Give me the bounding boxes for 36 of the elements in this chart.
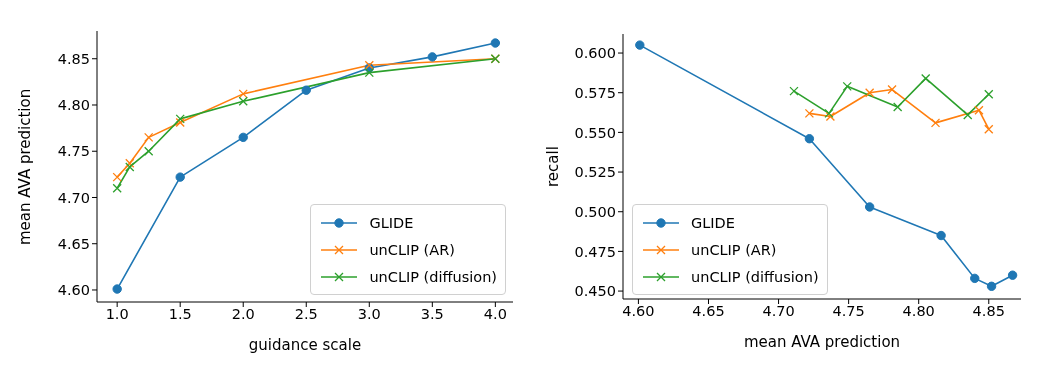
- x-tick-label: 1.5: [168, 306, 192, 323]
- x-tick-label: 4.0: [483, 306, 507, 323]
- x-tick-label: 4.65: [692, 303, 725, 320]
- x-tick-label: 4.75: [832, 303, 865, 320]
- y-tick-label: 0.500: [574, 203, 616, 220]
- y-tick-label: 4.60: [57, 282, 90, 299]
- y-tick-label: 0.550: [574, 124, 616, 141]
- x-tick-label: 4.60: [622, 303, 655, 320]
- legend-label: GLIDE: [369, 214, 414, 231]
- y-tick-label: 4.70: [57, 189, 90, 206]
- legend-label: unCLIP (diffusion): [369, 268, 497, 285]
- x-tick-label: 2.5: [294, 306, 318, 323]
- y-tick-label: 0.575: [574, 84, 616, 101]
- y-tick-label: 0.475: [574, 243, 616, 260]
- x-tick-label: 4.80: [902, 303, 935, 320]
- y-tick-label: 0.525: [574, 164, 616, 181]
- x-tick-label: 4.70: [762, 303, 795, 320]
- legend-label: unCLIP (AR): [691, 241, 777, 258]
- x-tick-label: 4.85: [972, 303, 1005, 320]
- x-tick-label: 3.5: [420, 306, 444, 323]
- x-tick-label: 3.0: [357, 306, 381, 323]
- legend-label: GLIDE: [691, 214, 735, 231]
- x-axis-title: guidance scale: [248, 336, 362, 354]
- y-axis-title: recall: [544, 145, 562, 189]
- y-tick-label: 4.75: [57, 143, 90, 160]
- legend-label: unCLIP (diffusion): [691, 268, 819, 285]
- y-tick-label: 4.85: [57, 50, 90, 67]
- legend-label: unCLIP (AR): [369, 241, 455, 258]
- y-tick-label: 4.65: [57, 235, 90, 252]
- x-axis-title: mean AVA prediction: [743, 333, 901, 351]
- x-tick-label: 1.0: [105, 306, 129, 323]
- x-tick-label: 2.0: [231, 306, 255, 323]
- y-tick-label: 0.450: [574, 283, 616, 300]
- y-axis-title: mean AVA prediction: [16, 87, 34, 247]
- y-tick-label: 0.600: [574, 45, 616, 62]
- y-tick-label: 4.80: [57, 97, 90, 114]
